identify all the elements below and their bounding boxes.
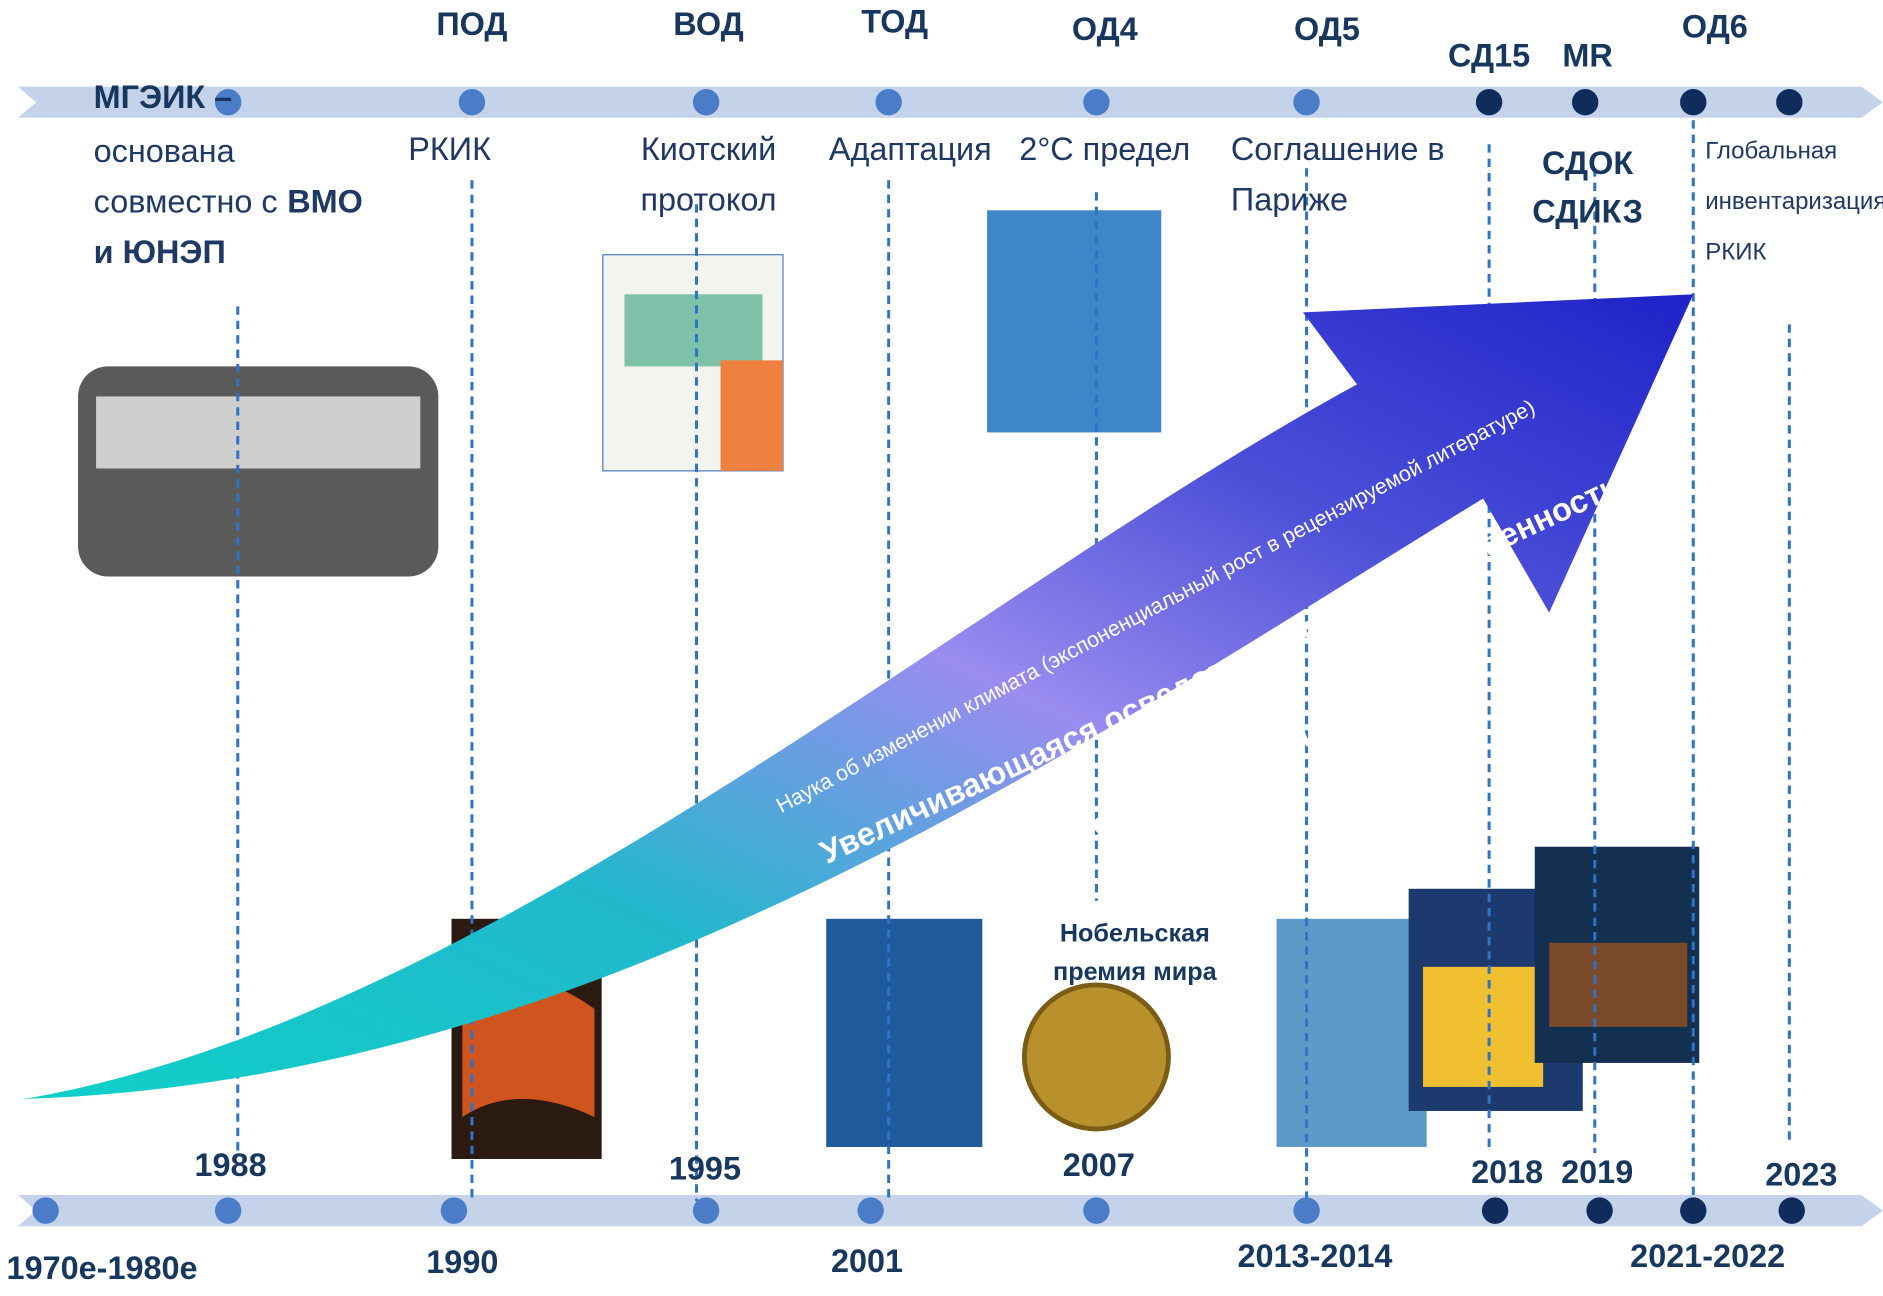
cover-map <box>624 294 762 366</box>
event-label: Адаптация <box>829 131 992 167</box>
top-timeline-bar <box>18 87 1883 118</box>
cover-srccl-land <box>1549 943 1687 1027</box>
year-label: 1988 <box>195 1147 267 1183</box>
ipcc-text: основана <box>94 133 236 169</box>
ipcc-bold: ВМО <box>287 184 363 220</box>
timeline-dot <box>1083 89 1109 115</box>
special-report: СДОК <box>1542 145 1633 181</box>
year-label: 2018 <box>1471 1154 1543 1190</box>
stocktake-label: Глобальная <box>1705 138 1837 165</box>
timeline-dot <box>1476 89 1502 115</box>
timeline-dot <box>215 1197 241 1223</box>
nobel-label: Нобельская <box>1060 920 1210 948</box>
timeline-dot <box>693 1197 719 1223</box>
timeline-dot <box>875 89 901 115</box>
timeline-diagram: ПОД ВОД ТОД ОД4 ОД5 СД15 MR ОД6 1988 1995 2007 2018… <box>0 0 1883 1296</box>
timeline-dot <box>459 89 485 115</box>
timeline-dot <box>693 89 719 115</box>
timeline-dot <box>1680 89 1706 115</box>
photo-wall <box>96 396 420 468</box>
timeline-dot <box>1293 89 1319 115</box>
timeline-dot <box>32 1197 58 1223</box>
year-label: 1970е-1980е <box>7 1250 198 1286</box>
event-label: протокол <box>640 181 776 217</box>
report-label: ОД4 <box>1072 11 1138 47</box>
year-label: 2001 <box>831 1243 903 1279</box>
year-label: 2007 <box>1063 1147 1135 1183</box>
timeline-dot <box>1776 89 1802 115</box>
report-label: ОД6 <box>1682 9 1748 45</box>
year-label: 2023 <box>1765 1157 1837 1193</box>
year-label: 2019 <box>1561 1154 1633 1190</box>
report-label: ОД5 <box>1294 11 1360 47</box>
ipcc-text: и ЮНЭП <box>94 234 226 270</box>
event-label: Париже <box>1231 181 1348 217</box>
ipcc-title: МГЭИК – <box>94 79 233 115</box>
nobel-label: премия мира <box>1053 958 1218 986</box>
timeline-dot <box>441 1197 467 1223</box>
cover-tar <box>826 919 982 1147</box>
cover-ar5 <box>1277 919 1427 1147</box>
event-label: 2°C предел <box>1019 131 1190 167</box>
stocktake-label: инвентаризация <box>1705 188 1883 215</box>
timeline-dot <box>1779 1197 1805 1223</box>
report-label: ВОД <box>673 6 743 42</box>
layout <box>18 87 1883 1227</box>
year-label: 2013-2014 <box>1237 1238 1392 1274</box>
special-report: СДИКЗ <box>1532 193 1643 229</box>
cover-sr15-map <box>1423 967 1543 1087</box>
report-label: ПОД <box>436 6 507 42</box>
stocktake-label: РКИК <box>1705 239 1766 266</box>
report-label: СД15 <box>1448 37 1530 73</box>
year-label: 1995 <box>669 1151 741 1187</box>
cover-stripe <box>721 360 783 470</box>
timeline-dot <box>1293 1197 1319 1223</box>
nobel-medal <box>1024 985 1168 1129</box>
year-label: 2021-2022 <box>1630 1238 1785 1274</box>
ipcc-text: совместно с <box>94 184 278 220</box>
timeline-dot <box>1680 1197 1706 1223</box>
event-label: РКИК <box>408 131 491 167</box>
timeline-dot <box>1572 89 1598 115</box>
cover-ar4 <box>987 210 1161 432</box>
timeline-dot <box>1083 1197 1109 1223</box>
timeline-dot <box>1586 1197 1612 1223</box>
event-label: Соглашение в <box>1231 131 1445 167</box>
arrow-text: Наука об изменении климата (экспоненциал… <box>772 394 1539 818</box>
timeline-dot <box>1482 1197 1508 1223</box>
event-label: Киотский <box>641 131 776 167</box>
timeline-dot <box>857 1197 883 1223</box>
page: ПОД ВОД ТОД ОД4 ОД5 СД15 MR ОД6 1988 1995 2007 2018… <box>0 0 1883 1296</box>
report-label: ТОД <box>861 4 928 40</box>
report-label: MR <box>1562 37 1612 73</box>
year-label: 1990 <box>426 1244 498 1280</box>
